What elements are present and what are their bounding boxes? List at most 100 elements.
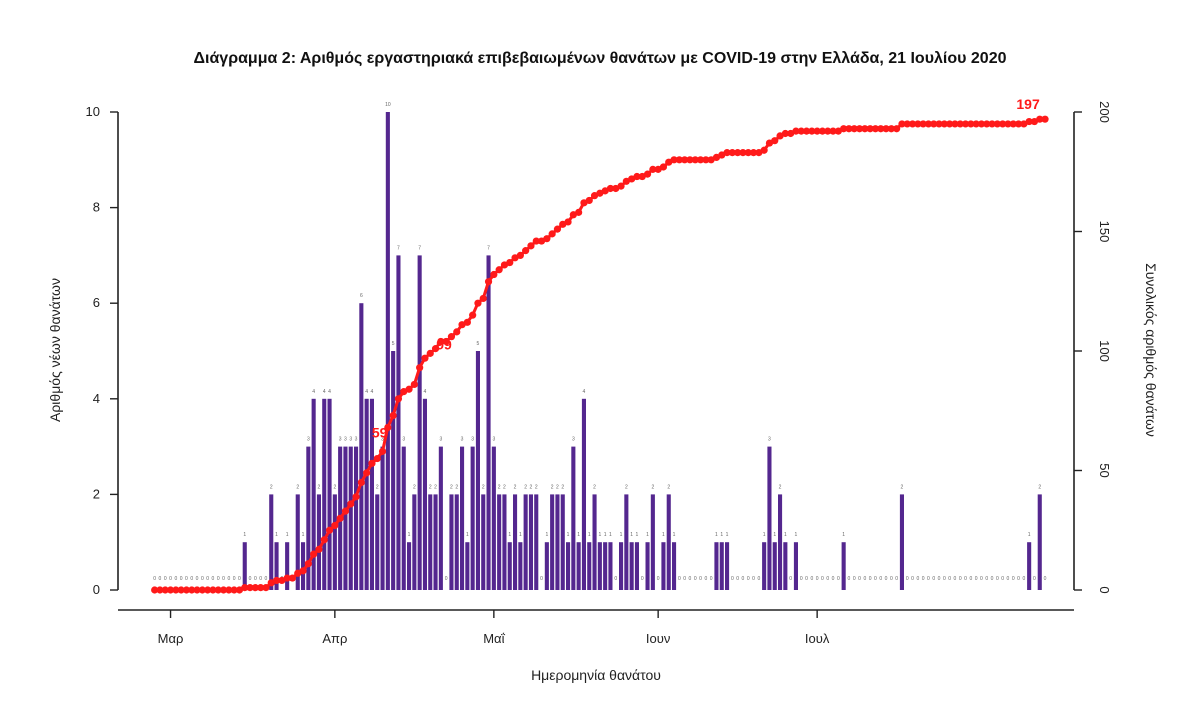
bar xyxy=(428,494,433,590)
cumulative-point xyxy=(633,172,641,181)
bar-value-label: 1 xyxy=(726,532,729,538)
bar-value-label: 2 xyxy=(376,484,379,490)
cumulative-point xyxy=(1014,120,1023,128)
chart-title: Διάγραμμα 2: Αριθμός εργαστηριακά επιβεβ… xyxy=(193,50,1007,67)
bar xyxy=(401,446,406,590)
bar-value-label: 0 xyxy=(938,576,941,582)
bar-value-label: 0 xyxy=(1001,576,1004,582)
cumulative-point xyxy=(919,120,927,128)
bar xyxy=(629,542,634,590)
right-tick-label: 50 xyxy=(1097,463,1112,477)
bar-value-label: 1 xyxy=(545,532,548,538)
left-tick-label: 4 xyxy=(93,391,100,406)
bar xyxy=(672,542,677,590)
bar xyxy=(449,494,454,590)
cumulative-point xyxy=(214,586,222,594)
cumulative-point xyxy=(691,156,699,164)
bar-value-label: 4 xyxy=(328,389,331,395)
cumulative-point xyxy=(1036,115,1044,123)
bar-value-label: 2 xyxy=(482,484,485,490)
bar-value-label: 0 xyxy=(540,576,543,582)
bar-value-label: 0 xyxy=(927,576,930,582)
bar-value-label: 2 xyxy=(651,484,654,490)
cumulative-point xyxy=(553,225,562,233)
cumulative-point xyxy=(903,120,911,128)
cumulative-point xyxy=(495,266,503,274)
bar-value-label: 0 xyxy=(227,576,230,582)
bar-value-label: 1 xyxy=(673,532,676,538)
bar xyxy=(528,494,533,590)
bar-value-label: 2 xyxy=(535,484,538,490)
bar-value-label: 0 xyxy=(190,576,193,582)
bar xyxy=(507,542,512,590)
bar-value-label: 2 xyxy=(296,484,299,490)
cumulative-point xyxy=(951,120,959,128)
cumulative-point xyxy=(230,586,238,594)
cumulative-point xyxy=(378,447,387,455)
bar xyxy=(725,542,730,590)
bar-value-label: 1 xyxy=(508,532,511,538)
cumulative-point xyxy=(967,120,975,128)
cumulative-point xyxy=(474,299,482,307)
bar xyxy=(343,446,348,590)
cumulative-point xyxy=(416,364,424,372)
bar-value-label: 2 xyxy=(561,484,564,490)
bar-value-label: 2 xyxy=(530,484,533,490)
bar-value-label: 2 xyxy=(514,484,517,490)
bar-value-label: 2 xyxy=(901,484,904,490)
bar-value-label: 0 xyxy=(180,576,183,582)
cumulative-point xyxy=(728,149,736,157)
bar-value-label: 1 xyxy=(842,532,845,538)
cumulative-point xyxy=(866,125,874,133)
bar-value-label: 1 xyxy=(609,532,612,538)
bar-value-label: 0 xyxy=(810,576,813,582)
bar-value-label: 1 xyxy=(630,532,633,538)
right-tick-label: 200 xyxy=(1097,101,1112,123)
cumulative-point xyxy=(882,125,890,133)
bar-value-label: 0 xyxy=(678,576,681,582)
bar-value-label: 0 xyxy=(885,576,888,582)
cumulative-point xyxy=(855,125,864,133)
bar-value-label: 3 xyxy=(355,437,358,443)
cumulative-point xyxy=(347,500,355,508)
bar-value-label: 0 xyxy=(174,576,177,582)
bar-value-label: 1 xyxy=(567,532,570,538)
cumulative-point xyxy=(241,584,249,592)
bar xyxy=(608,542,613,590)
cumulative-point xyxy=(204,586,212,594)
bar-value-label: 0 xyxy=(683,576,686,582)
bar xyxy=(518,542,523,590)
bar-value-label: 0 xyxy=(1022,576,1025,582)
bar-value-label: 0 xyxy=(736,576,739,582)
bar-value-label: 5 xyxy=(392,341,395,347)
bar-value-label: 1 xyxy=(286,532,289,538)
cumulative-point xyxy=(310,550,318,558)
cumulative-point xyxy=(829,127,837,135)
cumulative-point xyxy=(564,218,572,226)
cumulative-point xyxy=(225,586,233,594)
cumulative-point xyxy=(659,163,668,171)
cumulative-point xyxy=(617,182,625,190)
right-tick-label: 0 xyxy=(1097,586,1112,593)
cumulative-point xyxy=(516,251,524,259)
bar-value-label: 2 xyxy=(450,484,453,490)
x-axis: Μαρ Απρ Μαΐ Ιουν Ιουλ xyxy=(118,609,1074,646)
cumulative-point xyxy=(643,170,652,178)
bar-value-label: 1 xyxy=(620,532,623,538)
bar xyxy=(619,542,624,590)
bar xyxy=(369,398,374,590)
bar-value-label: 0 xyxy=(752,576,755,582)
cumulative-point xyxy=(304,560,312,568)
bar-value-label: 0 xyxy=(217,576,220,582)
bar-value-label: 2 xyxy=(429,484,432,490)
cumulative-point xyxy=(320,536,328,544)
bar-value-label: 0 xyxy=(932,576,935,582)
bar-value-label: 0 xyxy=(975,576,978,582)
bar xyxy=(793,542,798,590)
bar xyxy=(327,398,332,590)
bar-value-label: 4 xyxy=(583,389,586,395)
bar-value-label: 2 xyxy=(779,484,782,490)
cumulative-point xyxy=(924,120,933,128)
cumulative-point xyxy=(506,258,514,267)
